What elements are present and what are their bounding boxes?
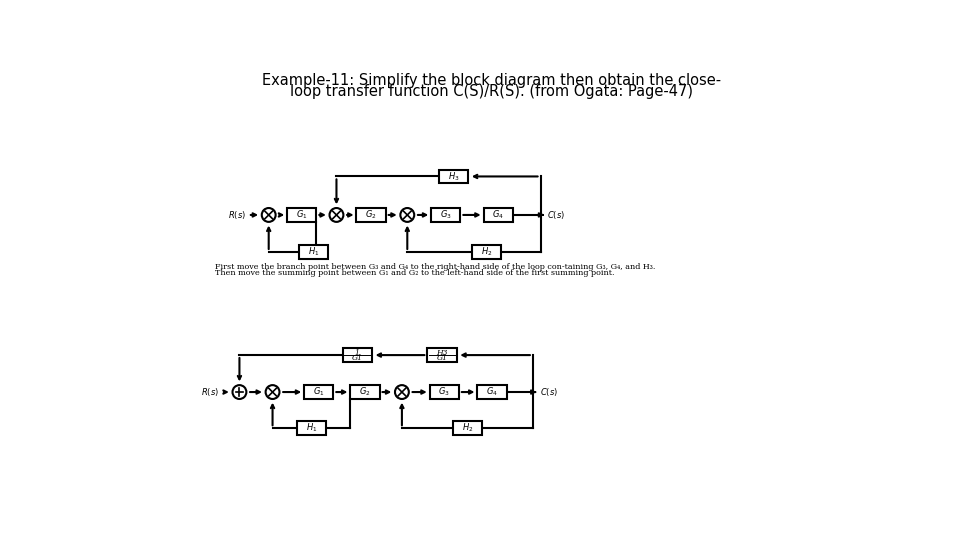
Text: $G_1$: $G_1$ xyxy=(313,386,324,399)
Text: $H_2$: $H_2$ xyxy=(481,246,492,258)
Text: $H_1$: $H_1$ xyxy=(305,422,317,435)
Text: $G_3$: $G_3$ xyxy=(439,386,450,399)
Bar xyxy=(427,348,457,362)
Bar xyxy=(297,421,326,435)
Text: 1: 1 xyxy=(355,349,360,357)
Circle shape xyxy=(400,208,414,222)
Text: $H_2$: $H_2$ xyxy=(462,422,473,435)
Text: $G_2$: $G_2$ xyxy=(359,386,371,399)
Text: $G_1$: $G_1$ xyxy=(296,208,307,221)
Text: $H_3$: $H_3$ xyxy=(447,170,459,183)
Circle shape xyxy=(262,208,276,222)
Bar xyxy=(304,385,333,399)
Circle shape xyxy=(266,385,279,399)
Text: H3: H3 xyxy=(436,349,447,357)
Circle shape xyxy=(395,385,409,399)
Bar xyxy=(439,170,468,184)
Bar xyxy=(287,208,317,222)
Bar xyxy=(350,385,379,399)
Text: G1: G1 xyxy=(351,354,363,362)
Bar xyxy=(343,348,372,362)
Text: Then move the summing point between G₁ and G₂ to the left-hand side of the first: Then move the summing point between G₁ a… xyxy=(215,269,614,278)
Bar xyxy=(472,245,501,259)
Bar xyxy=(453,421,482,435)
Bar xyxy=(299,245,328,259)
Text: $C(s)$: $C(s)$ xyxy=(540,386,558,398)
Text: $G_3$: $G_3$ xyxy=(440,208,452,221)
Bar xyxy=(484,208,513,222)
Text: $G_4$: $G_4$ xyxy=(492,208,504,221)
Circle shape xyxy=(329,208,344,222)
Bar xyxy=(430,385,459,399)
Text: G1: G1 xyxy=(437,354,447,362)
Text: First move the branch point between G₃ and G₄ to the right-hand side of the loop: First move the branch point between G₃ a… xyxy=(215,262,655,271)
Text: $G_4$: $G_4$ xyxy=(486,386,498,399)
Text: $C(s)$: $C(s)$ xyxy=(547,209,565,221)
Bar xyxy=(477,385,507,399)
Text: $H_1$: $H_1$ xyxy=(307,246,319,258)
Text: $R(s)$: $R(s)$ xyxy=(202,386,220,398)
Circle shape xyxy=(232,385,247,399)
Bar xyxy=(431,208,461,222)
Text: Example-11: Simplify the block diagram then obtain the close-: Example-11: Simplify the block diagram t… xyxy=(262,73,722,89)
Text: loop transfer function C(S)/R(S). (from Ogata: Page-47): loop transfer function C(S)/R(S). (from … xyxy=(291,84,693,99)
Text: $G_2$: $G_2$ xyxy=(366,208,377,221)
Text: $R(s)$: $R(s)$ xyxy=(228,209,247,221)
Bar xyxy=(356,208,386,222)
